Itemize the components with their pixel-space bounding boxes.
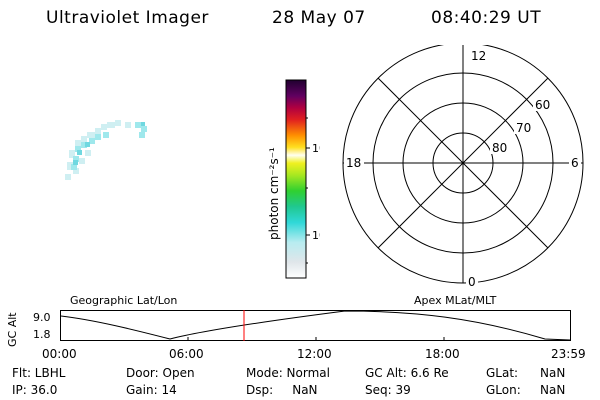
colorbar-unit-label: photon cm⁻²s⁻¹ [267, 147, 281, 240]
lat-label-70: 70 [516, 121, 531, 135]
info-door: Door: Open [126, 366, 195, 380]
polar-plot: 12 18 6 0 60 70 80 [342, 45, 584, 289]
orbit-x-tick-3: 18:00 [425, 347, 460, 361]
orbit-y-bottom: 1.8 [33, 328, 51, 341]
instrument-title: Ultraviolet Imager [46, 8, 209, 28]
orbit-x-tick-0: 00:00 [42, 347, 77, 361]
info-dsp: Dsp: NaN [246, 383, 318, 397]
colorbar-scale [285, 79, 307, 279]
info-glon-value: NaN [540, 383, 566, 397]
orbit-left-title: Geographic Lat/Lon [70, 294, 178, 307]
info-gain: Gain: 14 [126, 383, 177, 397]
orbit-y-top: 9.0 [33, 311, 51, 324]
mlt-label-18: 18 [346, 156, 361, 170]
colorbar: 100 10 photon cm⁻²s⁻¹ [267, 79, 320, 279]
info-glon-label: GLon: [486, 383, 521, 397]
info-seq: Seq: 39 [365, 383, 411, 397]
info-glat-label: GLat: [486, 366, 519, 380]
mlt-label-0: 0 [468, 275, 476, 289]
orbit-plot-frame [60, 310, 571, 341]
info-glat-value: NaN [540, 366, 566, 380]
orbit-x-tick-4: 23:59 [551, 347, 586, 361]
colorbar-tick-10: 10 [312, 229, 320, 242]
date-label: 28 May 07 [272, 8, 366, 28]
mlt-label-12: 12 [471, 49, 486, 63]
orbit-altitude-curve [60, 310, 571, 341]
time-label: 08:40:29 UT [431, 8, 542, 28]
info-gcalt: GC Alt: 6.6 Re [365, 366, 449, 380]
orbit-axis-label: GC Alt [6, 312, 19, 347]
mlt-label-6: 6 [571, 156, 579, 170]
info-ip: IP: 36.0 [12, 383, 58, 397]
orbit-x-tick-2: 12:00 [297, 347, 332, 361]
auroral-image [65, 120, 147, 180]
lat-label-80: 80 [492, 141, 507, 155]
orbit-x-tick-1: 06:00 [169, 347, 204, 361]
colorbar-tick-100: 100 [312, 142, 320, 155]
info-mode: Mode: Normal [246, 366, 330, 380]
orbit-plot [60, 310, 571, 341]
info-flt: Flt: LBHL [12, 366, 66, 380]
orbit-right-title: Apex MLat/MLT [414, 294, 497, 307]
lat-label-60: 60 [535, 98, 550, 112]
